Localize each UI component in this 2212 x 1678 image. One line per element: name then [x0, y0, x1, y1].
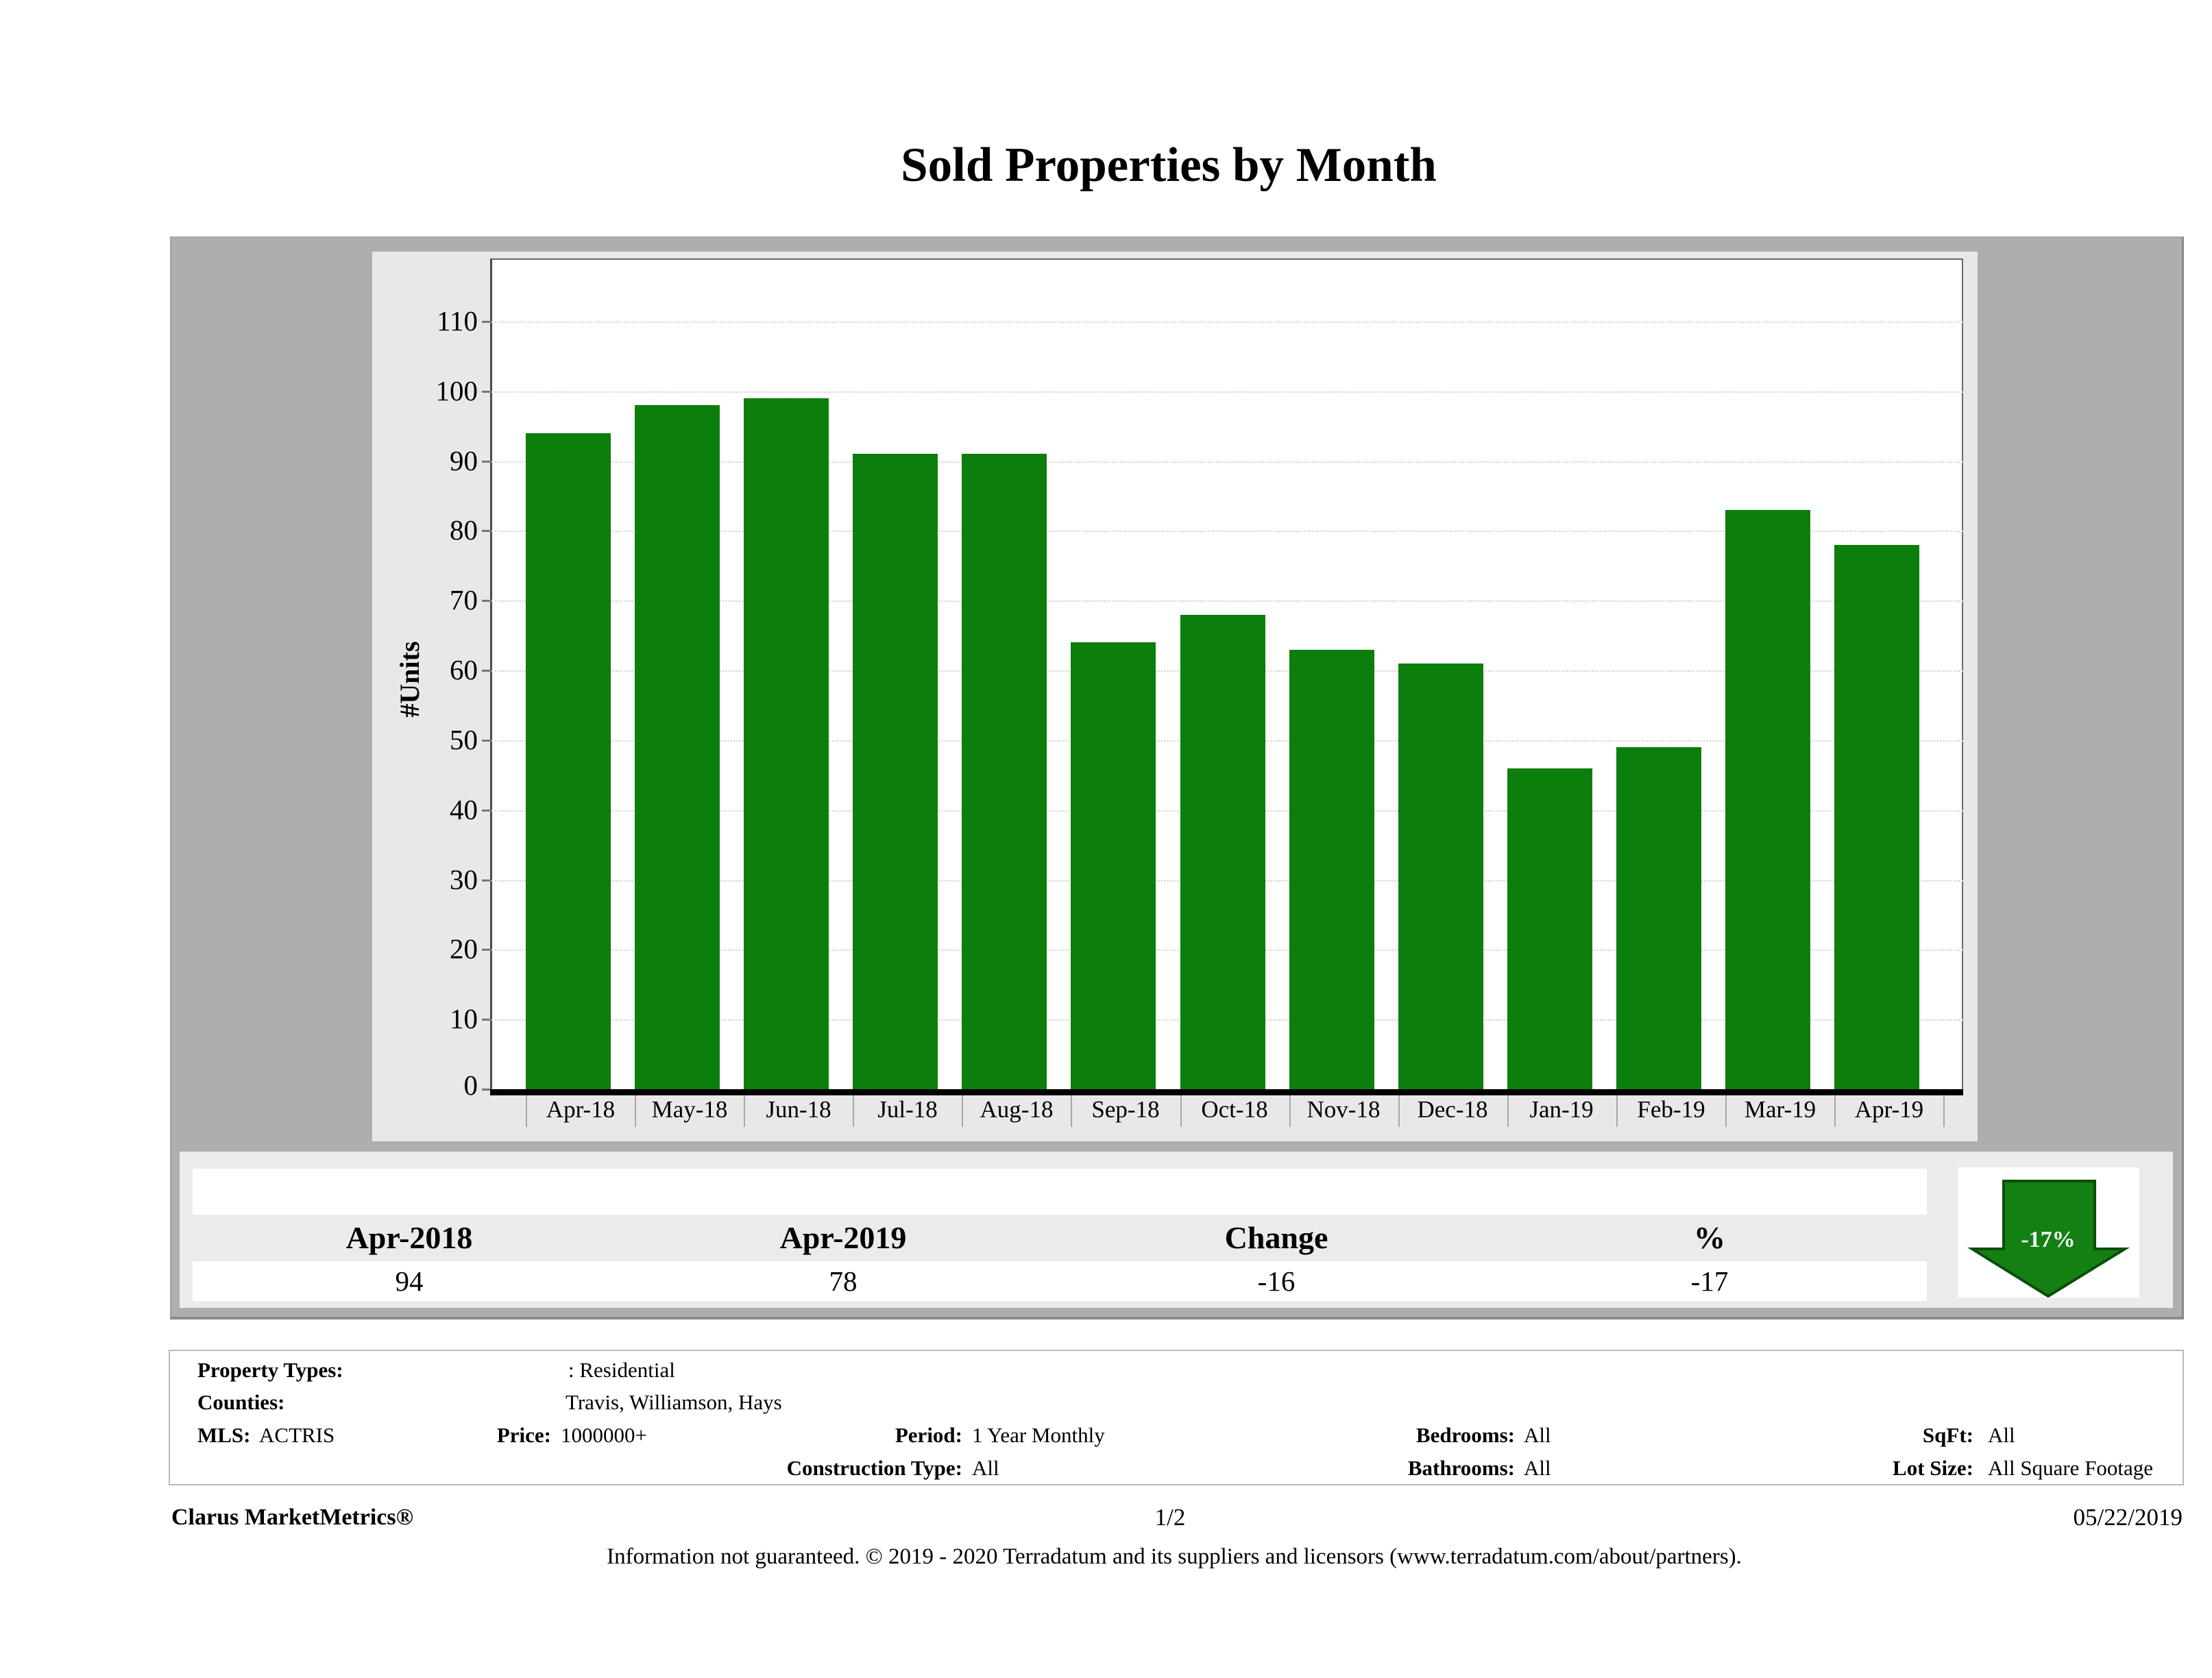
svg-text:-17%: -17%: [2021, 1227, 2075, 1252]
